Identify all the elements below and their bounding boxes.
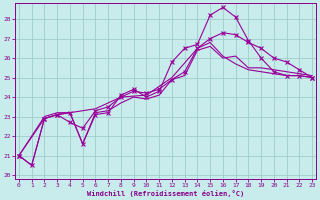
X-axis label: Windchill (Refroidissement éolien,°C): Windchill (Refroidissement éolien,°C) — [87, 190, 244, 197]
